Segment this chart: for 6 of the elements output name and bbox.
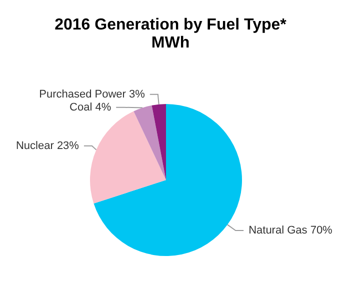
slice-label: Purchased Power 3% — [39, 88, 146, 100]
slice-label: Natural Gas 70% — [248, 224, 333, 237]
slice-label: Nuclear 23% — [16, 140, 80, 152]
slice-label: Coal 4% — [70, 101, 112, 114]
chart-title: 2016 Generation by Fuel Type* — [54, 16, 288, 34]
chart-subtitle: MWh — [151, 34, 190, 52]
